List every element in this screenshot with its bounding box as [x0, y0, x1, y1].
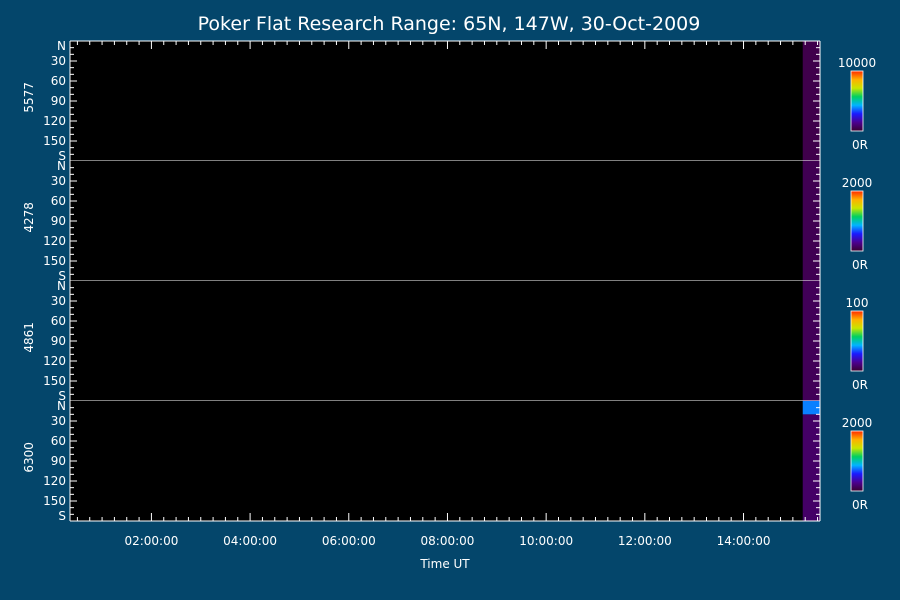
y-tick-label: S	[58, 269, 66, 283]
y-tick-label: 30	[51, 414, 66, 428]
data-cell-5577-0	[802, 41, 820, 161]
colorbar-max-label: 10000	[838, 56, 876, 70]
y-tick-label: S	[58, 509, 66, 523]
y-tick-label: 60	[51, 194, 66, 208]
colorbar-min-label: 0R	[852, 498, 868, 512]
colorbar-max-label: 2000	[842, 176, 873, 190]
y-tick-label: 60	[51, 434, 66, 448]
x-tick-label: 12:00:00	[618, 534, 672, 548]
colorbar-max-label: 100	[846, 296, 869, 310]
y-tick-label: 90	[51, 94, 66, 108]
y-tick-label: 120	[43, 234, 66, 248]
y-tick-label: S	[58, 149, 66, 163]
x-tick-label: 08:00:00	[421, 534, 475, 548]
y-tick-label: N	[57, 159, 66, 173]
y-tick-label: S	[58, 389, 66, 403]
data-cell-4278-0	[802, 161, 820, 281]
y-tick-label: 30	[51, 54, 66, 68]
y-tick-label: N	[57, 399, 66, 413]
panel-label: 6300	[22, 442, 36, 473]
y-tick-label: 90	[51, 214, 66, 228]
y-tick-label: 150	[43, 494, 66, 508]
y-tick-label: 60	[51, 314, 66, 328]
panel-label: 4861	[22, 322, 36, 353]
colorbar-min-label: 0R	[852, 378, 868, 392]
panel-label: 5577	[22, 82, 36, 113]
x-tick-label: 14:00:00	[717, 534, 771, 548]
x-tick-label: 10:00:00	[519, 534, 573, 548]
y-tick-label: N	[57, 39, 66, 53]
colorbar-max-label: 2000	[842, 416, 873, 430]
panels: N306090120150S5577100000RN306090120150S4…	[22, 39, 876, 523]
colorbar	[850, 310, 864, 372]
data-cell-6300-1	[802, 401, 820, 415]
x-axis-label: Time UT	[419, 557, 470, 571]
colorbar	[850, 430, 864, 492]
panel-label: 4278	[22, 202, 36, 233]
y-tick-label: 150	[43, 134, 66, 148]
y-tick-label: N	[57, 279, 66, 293]
plot-area	[70, 281, 820, 401]
plot-area	[70, 161, 820, 281]
y-tick-label: 150	[43, 254, 66, 268]
plot-area	[70, 41, 820, 161]
data-cell-4861-0	[802, 281, 820, 401]
colorbar	[850, 70, 864, 132]
x-tick-label: 04:00:00	[223, 534, 277, 548]
y-tick-label: 30	[51, 294, 66, 308]
y-tick-label: 150	[43, 374, 66, 388]
y-tick-label: 60	[51, 74, 66, 88]
y-tick-label: 30	[51, 174, 66, 188]
colorbar-min-label: 0R	[852, 258, 868, 272]
chart-title: Poker Flat Research Range: 65N, 147W, 30…	[198, 13, 701, 35]
plot-area	[70, 401, 820, 521]
x-tick-label: 06:00:00	[322, 534, 376, 548]
colorbar-min-label: 0R	[852, 138, 868, 152]
y-tick-label: 120	[43, 474, 66, 488]
y-tick-label: 90	[51, 454, 66, 468]
colorbar	[850, 190, 864, 252]
y-tick-label: 120	[43, 354, 66, 368]
y-tick-label: 90	[51, 334, 66, 348]
x-axis: 02:00:00 04:00:00 06:00:00 08:00:00 10:00:00…	[70, 40, 820, 548]
y-tick-label: 120	[43, 114, 66, 128]
x-tick-label: 02:00:00	[124, 534, 178, 548]
